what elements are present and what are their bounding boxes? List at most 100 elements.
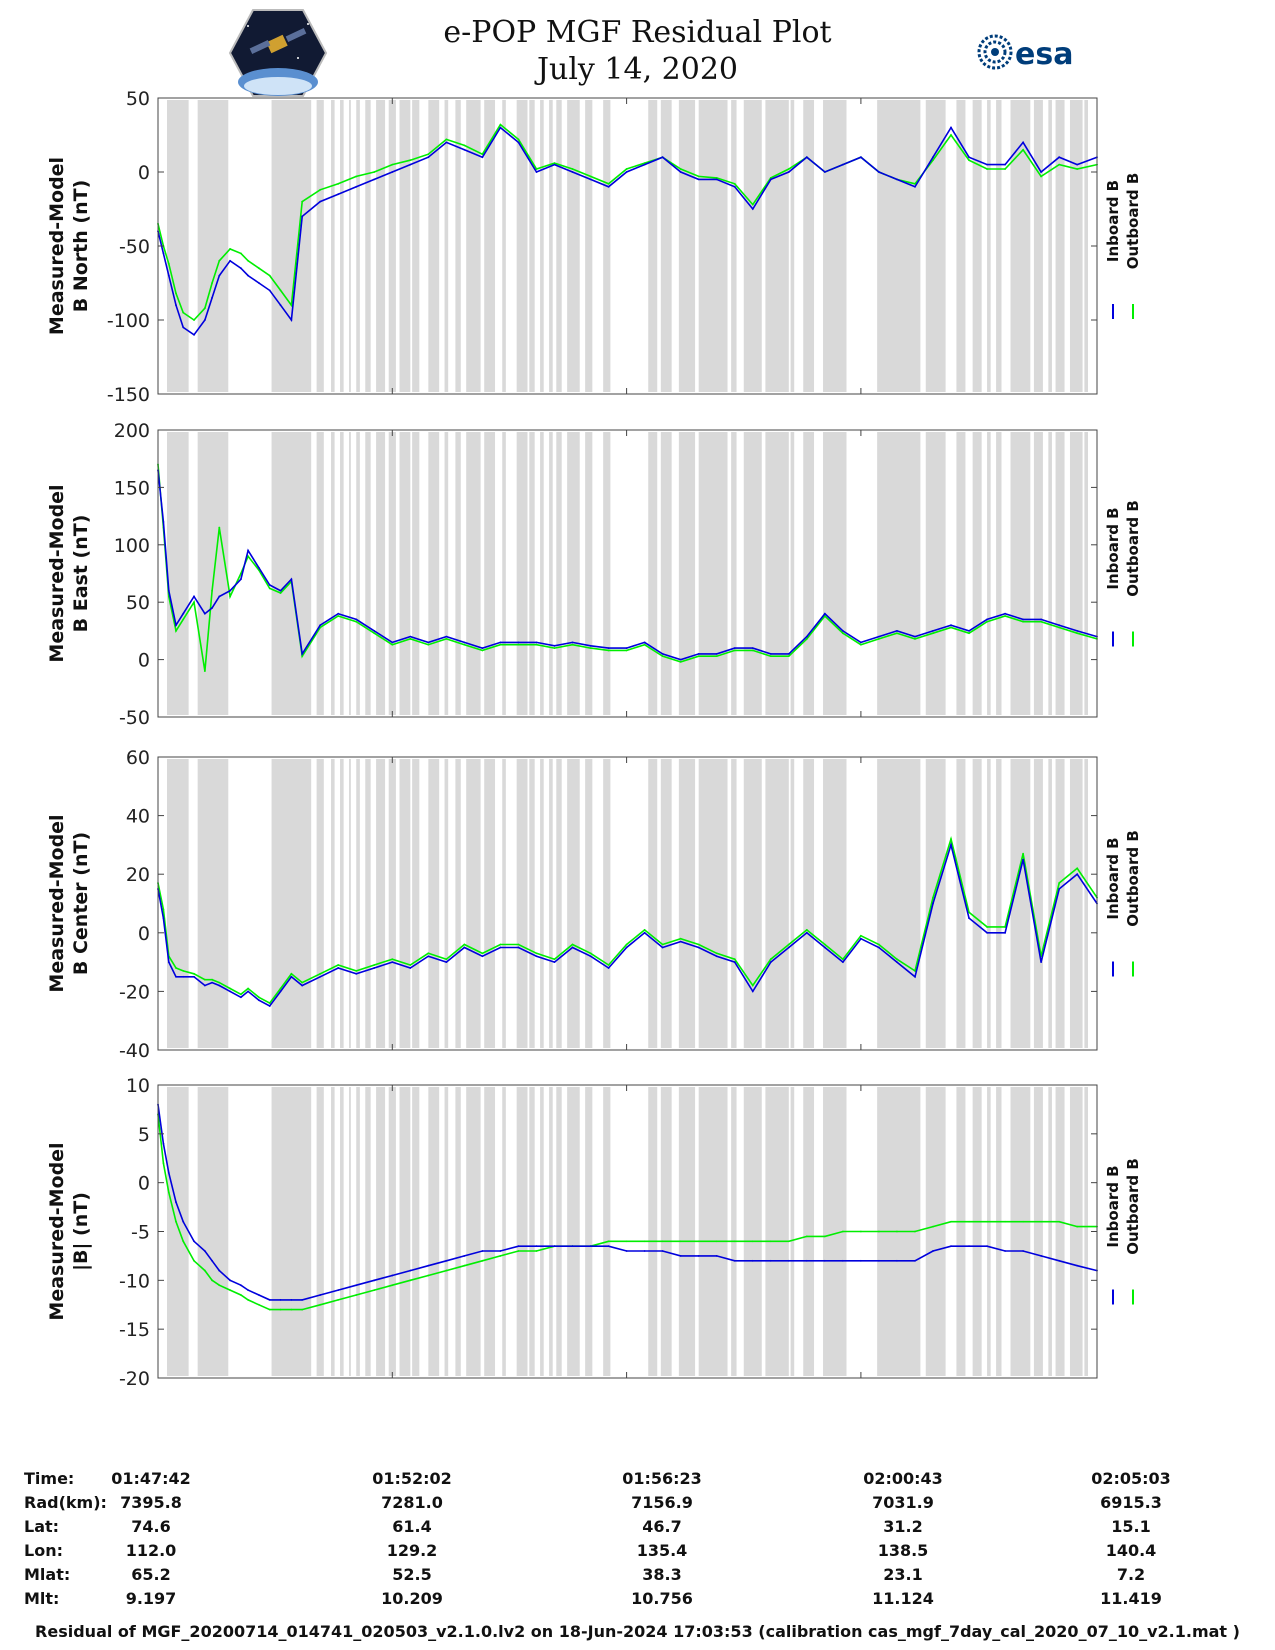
col2-mlat: 38.3 bbox=[642, 1565, 682, 1584]
inboard-point bbox=[337, 612, 340, 615]
shade-band bbox=[271, 432, 312, 715]
inboard-point bbox=[175, 975, 177, 978]
outboard-point bbox=[463, 943, 466, 946]
inboard-point bbox=[535, 955, 538, 958]
y-tick-label: 10 bbox=[126, 1075, 150, 1097]
inboard-point bbox=[1076, 1264, 1079, 1267]
y-tick-label: 0 bbox=[138, 650, 150, 672]
inboard-point bbox=[337, 1289, 340, 1291]
inboard-point bbox=[218, 595, 221, 598]
shade-band bbox=[502, 759, 506, 1048]
shade-band bbox=[466, 432, 481, 715]
shade-band bbox=[731, 432, 737, 715]
shade-band bbox=[678, 759, 696, 1048]
inboard-point bbox=[1004, 1250, 1006, 1252]
shade-band bbox=[197, 432, 229, 715]
inboard-point bbox=[258, 999, 260, 1002]
outboard-point bbox=[878, 1230, 880, 1233]
shade-band bbox=[412, 432, 420, 715]
shade-band bbox=[529, 100, 535, 392]
outboard-point bbox=[409, 159, 412, 162]
outboard-point bbox=[932, 159, 934, 162]
legend-outboard-label: Outboard B bbox=[1124, 830, 1142, 927]
shade-band bbox=[660, 100, 672, 392]
shade-band bbox=[399, 1087, 411, 1376]
outboard-point bbox=[697, 1240, 700, 1243]
inboard-point bbox=[805, 1259, 808, 1262]
outboard-point bbox=[769, 1240, 772, 1243]
shade-band bbox=[349, 100, 351, 392]
shade-band bbox=[585, 759, 593, 1048]
title-line-2: July 14, 2020 bbox=[536, 52, 739, 87]
inboard-point bbox=[319, 624, 322, 627]
inboard-point bbox=[1058, 1259, 1061, 1262]
esa-logo: esa bbox=[977, 34, 1073, 72]
inboard-point bbox=[279, 1298, 282, 1301]
inboard-point bbox=[914, 975, 916, 978]
outboard-point bbox=[517, 1250, 520, 1252]
outboard-point bbox=[715, 1240, 718, 1243]
shade-band bbox=[743, 759, 762, 1048]
shade-band bbox=[660, 759, 672, 1048]
inboard-point bbox=[517, 946, 520, 949]
inboard-point bbox=[409, 1269, 412, 1272]
shade-band bbox=[678, 1087, 696, 1376]
inboard-point bbox=[733, 185, 736, 188]
legend-outboard-label: Outboard B bbox=[1124, 173, 1142, 270]
outboard-point bbox=[355, 1294, 358, 1296]
outboard-point bbox=[337, 964, 340, 966]
inboard-point bbox=[247, 1289, 250, 1291]
shade-band bbox=[316, 759, 324, 1048]
outboard-point bbox=[1040, 1220, 1043, 1223]
inboard-point bbox=[1040, 1255, 1043, 1257]
inboard-point bbox=[769, 652, 772, 655]
outboard-point bbox=[355, 620, 358, 623]
outboard-point bbox=[499, 943, 502, 946]
outboard-point bbox=[268, 1308, 271, 1311]
shade-band bbox=[731, 1087, 737, 1376]
shade-band bbox=[167, 100, 189, 392]
shade-band bbox=[484, 100, 496, 392]
y-axis-label: Measured-Model B North (nT) bbox=[46, 157, 92, 335]
outboard-point bbox=[932, 1225, 934, 1228]
outboard-point bbox=[391, 643, 394, 646]
outboard-point bbox=[463, 1264, 466, 1267]
inboard-point bbox=[1040, 961, 1043, 963]
outboard-point bbox=[463, 643, 466, 646]
inboard-point bbox=[373, 178, 376, 181]
inboard-point bbox=[240, 578, 242, 581]
shade-band bbox=[698, 759, 728, 1048]
inboard-point bbox=[162, 1142, 165, 1145]
outboard-point bbox=[218, 981, 221, 984]
outboard-point bbox=[787, 1240, 790, 1243]
inboard-point bbox=[240, 267, 242, 270]
inboard-point bbox=[355, 618, 358, 621]
outboard-point bbox=[968, 1220, 970, 1223]
y-tick-label: 5 bbox=[138, 1124, 150, 1146]
inboard-point bbox=[751, 208, 754, 210]
y-tick-label: 40 bbox=[126, 806, 150, 828]
outboard-point bbox=[553, 958, 556, 961]
outboard-point bbox=[968, 632, 970, 635]
outboard-point bbox=[1040, 175, 1043, 178]
inboard-point bbox=[301, 984, 304, 987]
inboard-point bbox=[841, 163, 844, 166]
inboard-point bbox=[823, 946, 826, 949]
inboard-point bbox=[859, 937, 862, 940]
shade-band bbox=[331, 100, 335, 392]
inboard-point bbox=[162, 520, 165, 523]
outboard-point bbox=[258, 996, 260, 999]
inboard-point bbox=[553, 644, 556, 647]
shade-band bbox=[349, 1087, 351, 1376]
inboard-point bbox=[258, 282, 260, 284]
outboard-point bbox=[290, 1308, 293, 1311]
shade-band bbox=[567, 759, 580, 1048]
inboard-point bbox=[240, 1284, 242, 1287]
inboard-point bbox=[661, 156, 664, 159]
outboard-point bbox=[391, 958, 394, 961]
shade-band bbox=[823, 100, 847, 392]
label-lon: Lon: bbox=[24, 1541, 63, 1560]
shade-band bbox=[1055, 432, 1065, 715]
shade-band bbox=[529, 432, 535, 715]
shade-band bbox=[648, 432, 658, 715]
